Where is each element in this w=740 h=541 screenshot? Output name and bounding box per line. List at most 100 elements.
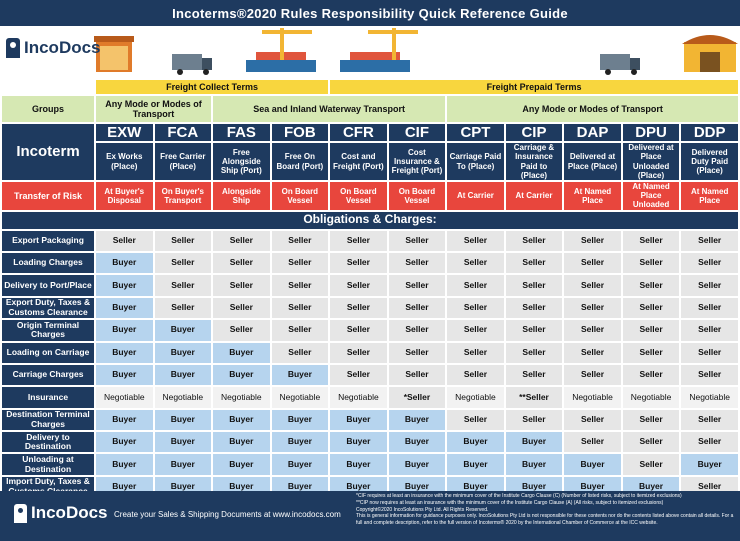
responsibility-cell: Seller bbox=[622, 432, 680, 453]
responsibility-cell: Seller bbox=[271, 320, 329, 341]
incoterm-code: CIF bbox=[388, 124, 446, 142]
obligation-row: Origin Terminal Charges Buyer Buyer Seller S… bbox=[2, 320, 738, 341]
responsibility-cell: Seller bbox=[564, 432, 621, 453]
responsibility-cell: Seller bbox=[330, 364, 387, 386]
responsibility-cell: Seller bbox=[388, 320, 446, 341]
incoterm-description: Carriage Paid To (Place) bbox=[447, 143, 504, 180]
footer-notes: *CIF requires at least an insurance with… bbox=[356, 493, 738, 527]
responsibility-cell: **Seller bbox=[505, 387, 563, 408]
responsibility-cell: Seller bbox=[271, 342, 329, 363]
responsibility-cell: Seller bbox=[564, 230, 621, 251]
responsibility-cell: Seller bbox=[505, 320, 563, 341]
obligation-row: Unloading at Destination Buyer Buyer Buyer B… bbox=[2, 454, 738, 475]
obligation-row: Loading on Carriage Buyer Buyer Buyer Seller… bbox=[2, 342, 738, 363]
responsibility-cell: Seller bbox=[622, 409, 680, 431]
obligation-label: Export Duty, Taxes & Customs Clearance bbox=[2, 297, 94, 319]
responsibility-cell: Seller bbox=[447, 275, 504, 296]
logo-icon bbox=[6, 38, 20, 58]
responsibility-cell: Buyer bbox=[388, 432, 446, 453]
incoterm-description: Delivered at Place Unloaded (Place) bbox=[622, 143, 680, 180]
incoterm-description: Free Alongside Ship (Port) bbox=[213, 143, 270, 180]
responsibility-cell: Buyer bbox=[213, 432, 270, 453]
footer-logo-icon bbox=[14, 503, 27, 523]
responsibility-cell: Buyer bbox=[96, 320, 153, 341]
freight-prepaid-header: Freight Prepaid Terms bbox=[330, 80, 738, 94]
responsibility-cell: Buyer bbox=[154, 342, 212, 363]
obligation-row: Export Packaging Seller Seller Seller Seller… bbox=[2, 230, 738, 251]
responsibility-cell: Negotiable bbox=[330, 387, 387, 408]
responsibility-cell: Buyer bbox=[330, 432, 387, 453]
responsibility-cell: Seller bbox=[505, 409, 563, 431]
responsibility-cell: Seller bbox=[622, 454, 680, 475]
truck-icon-2 bbox=[600, 54, 640, 75]
risk-transfer-point: On Board Vessel bbox=[271, 182, 329, 210]
responsibility-cell: Buyer bbox=[96, 432, 153, 453]
responsibility-cell: Seller bbox=[154, 230, 212, 251]
responsibility-cell: Seller bbox=[505, 297, 563, 319]
incoterm-code: CPT bbox=[447, 124, 504, 142]
obligation-row: Destination Terminal Charges Buyer Buyer Bu… bbox=[2, 409, 738, 431]
obligation-row: Delivery to Destination Buyer Buyer Buyer Bu… bbox=[2, 432, 738, 453]
responsibility-cell: Seller bbox=[213, 275, 270, 296]
incoterm-description: Free On Board (Port) bbox=[271, 143, 329, 180]
incoterm-code-row: Incoterm EXW FCA FAS FOB CFR CIF CPT CIP DAP DPU D… bbox=[2, 124, 738, 180]
responsibility-cell: Seller bbox=[564, 342, 621, 363]
warehouse-icon-2 bbox=[682, 35, 738, 72]
responsibility-cell: Seller bbox=[622, 364, 680, 386]
mode-any-2: Any Mode or Modes of Transport bbox=[447, 96, 738, 122]
incoterm-description: Free Carrier (Place) bbox=[154, 143, 212, 180]
responsibility-cell: Buyer bbox=[154, 454, 212, 475]
footer-brand-name: IncoDocs bbox=[31, 503, 108, 522]
brand-logo: IncoDocs bbox=[6, 38, 101, 58]
footer-note: **CIP now requires at least an insurance… bbox=[356, 499, 664, 506]
responsibility-cell: Buyer bbox=[213, 409, 270, 431]
responsibility-cell: Buyer bbox=[388, 454, 446, 475]
responsibility-cell: Buyer bbox=[330, 454, 387, 475]
responsibility-cell: Buyer bbox=[154, 320, 212, 341]
groups-label: Groups bbox=[2, 96, 94, 122]
mode-sea: Sea and Inland Waterway Transport bbox=[213, 96, 446, 122]
incoterm-desc-row: Ex Works (Place) Free Carrier (Place) Free… bbox=[2, 143, 738, 180]
responsibility-cell: Seller bbox=[388, 230, 446, 251]
obligations-row: Obligations & Charges: bbox=[2, 211, 738, 229]
obligation-row: Carriage Charges Buyer Buyer Buyer Buyer Sell… bbox=[2, 364, 738, 386]
responsibility-cell: Negotiable bbox=[213, 387, 270, 408]
incoterm-code: DAP bbox=[564, 124, 621, 142]
responsibility-cell: Negotiable bbox=[271, 387, 329, 408]
responsibility-cell: Seller bbox=[564, 364, 621, 386]
responsibility-cell: Seller bbox=[447, 297, 504, 319]
responsibility-cell: Seller bbox=[330, 275, 387, 296]
responsibility-cell: Seller bbox=[447, 320, 504, 341]
footer-note: *CIF requires at least an insurance with… bbox=[356, 493, 682, 499]
obligation-label: Insurance bbox=[2, 387, 94, 408]
risk-transfer-point: At Named Place bbox=[681, 182, 738, 210]
groups-row: Groups Any Mode or Modes of Transport Se… bbox=[2, 96, 738, 122]
responsibility-cell: Seller bbox=[505, 252, 563, 274]
incoterm-code: CIP bbox=[505, 124, 563, 142]
responsibility-cell: Negotiable bbox=[96, 387, 153, 408]
responsibility-cell: Seller bbox=[681, 364, 738, 386]
responsibility-cell: Seller bbox=[681, 252, 738, 274]
responsibility-cell: Buyer bbox=[96, 364, 153, 386]
responsibility-cell: Seller bbox=[564, 297, 621, 319]
responsibility-cell: Seller bbox=[564, 320, 621, 341]
risk-transfer-point: On Board Vessel bbox=[388, 182, 446, 210]
incoterm-code: DPU bbox=[622, 124, 680, 142]
obligation-label: Destination Terminal Charges bbox=[2, 409, 94, 431]
freight-terms-row: Freight Collect Terms Freight Prepaid Te… bbox=[2, 80, 738, 94]
obligation-label: Origin Terminal Charges bbox=[2, 320, 94, 341]
responsibility-cell: Seller bbox=[681, 409, 738, 431]
responsibility-cell: Buyer bbox=[96, 454, 153, 475]
responsibility-cell: Seller bbox=[564, 409, 621, 431]
responsibility-cell: Buyer bbox=[388, 409, 446, 431]
responsibility-cell: Seller bbox=[154, 297, 212, 319]
responsibility-cell: Seller bbox=[271, 275, 329, 296]
incoterm-label: Incoterm bbox=[2, 124, 94, 180]
responsibility-cell: Buyer bbox=[96, 409, 153, 431]
responsibility-cell: Buyer bbox=[271, 409, 329, 431]
responsibility-cell: Buyer bbox=[447, 432, 504, 453]
risk-transfer-point: At Carrier bbox=[505, 182, 563, 210]
responsibility-cell: Buyer bbox=[564, 454, 621, 475]
responsibility-cell: Seller bbox=[447, 364, 504, 386]
